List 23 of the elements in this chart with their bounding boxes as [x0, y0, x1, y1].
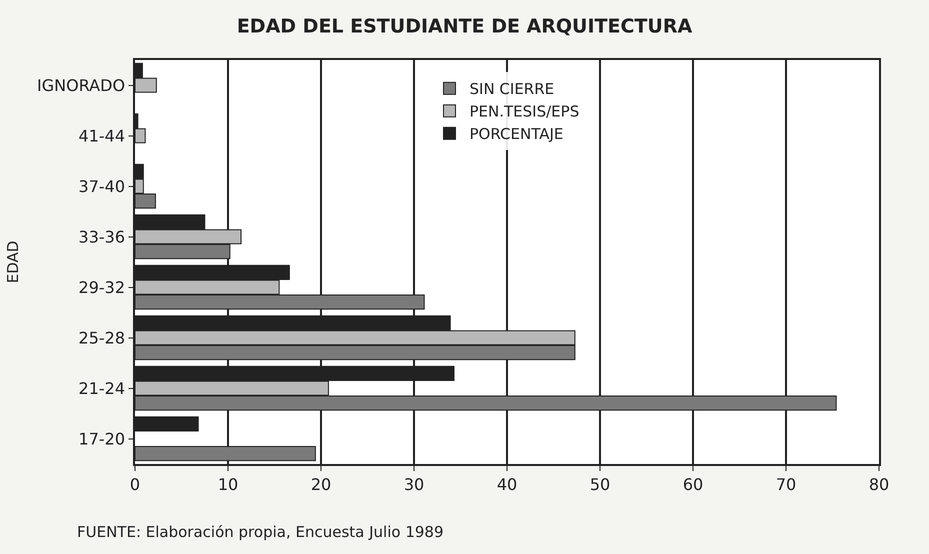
- y-tick-label: 33-36: [78, 227, 126, 246]
- y-tick-label: 17-20: [78, 429, 126, 448]
- x-tick-label: 10: [218, 474, 238, 494]
- x-tick-label: 30: [404, 474, 424, 494]
- x-tick-label: 60: [682, 474, 704, 494]
- y-tick-label: 29-32: [78, 278, 126, 297]
- y-tick-label: 41-44: [78, 126, 126, 146]
- chart-title: EDAD DEL ESTUDIANTE DE ARQUITECTURA: [236, 16, 692, 38]
- y-tick-label: 37-40: [78, 176, 126, 196]
- x-tick-label: 40: [496, 474, 518, 494]
- x-tick-label: 80: [868, 474, 890, 494]
- legend-label: PEN.TESIS/EPS: [470, 102, 580, 121]
- y-axis-title: EDAD: [4, 240, 22, 284]
- y-tick-label: IGNORADO: [37, 76, 126, 95]
- x-tick-label: 20: [310, 474, 332, 494]
- x-tick-label: 0: [130, 474, 140, 494]
- source-note: FUENTE: Elaboración propia, Encuesta Julio 1989: [77, 523, 444, 541]
- y-tick-label: 25-28: [78, 328, 126, 348]
- x-tick-label: 70: [776, 474, 796, 494]
- legend-label: PORCENTAJE: [470, 125, 564, 144]
- legend-label: SIN CIERRE: [470, 80, 554, 98]
- x-tick-label: 50: [590, 474, 610, 494]
- y-tick-label: 21-24: [78, 378, 126, 398]
